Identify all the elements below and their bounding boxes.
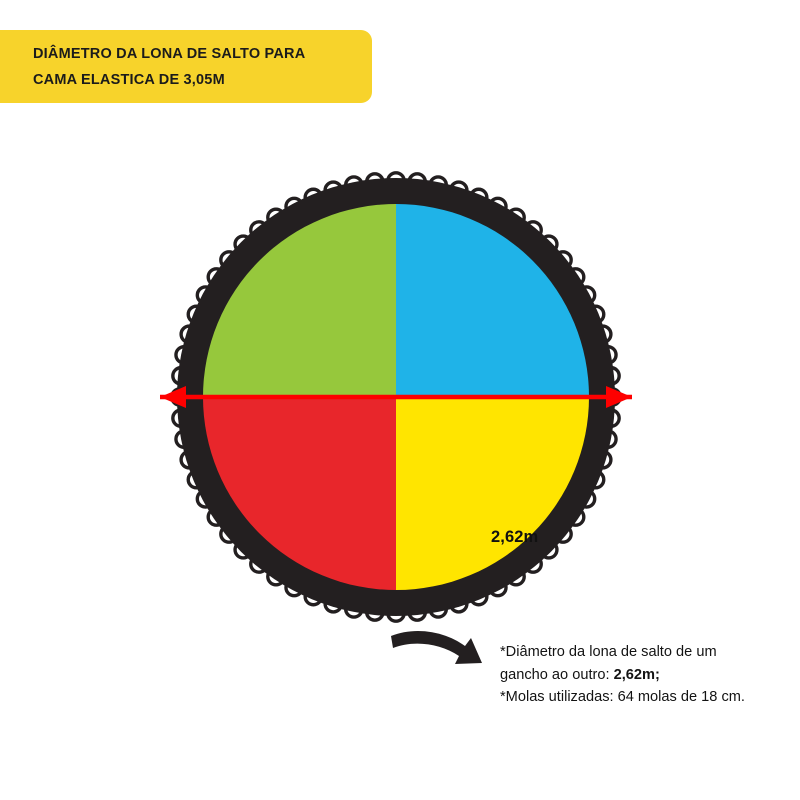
diameter-dimension-arrow xyxy=(160,386,632,408)
note-line-2-text: gancho ao outro: xyxy=(500,666,614,683)
header-banner: DIÂMETRO DA LONA DE SALTO PARA CAMA ELAS… xyxy=(0,30,372,103)
trampoline-illustration xyxy=(160,171,632,623)
dimension-arrowhead-right xyxy=(606,386,632,408)
jump-mat-quadrants xyxy=(203,204,589,590)
mat-quadrant-green xyxy=(203,204,396,397)
banner-title-line-1: DIÂMETRO DA LONA DE SALTO PARA xyxy=(33,46,306,62)
dimension-arrowhead-left xyxy=(160,386,186,408)
note-line-3: *Molas utilizadas: 64 molas de 18 cm. xyxy=(500,686,790,709)
note-line-2: gancho ao outro: 2,62m; xyxy=(500,664,790,687)
note-line-2-value: 2,62m; xyxy=(613,666,660,683)
mat-quadrant-red xyxy=(203,397,396,590)
diameter-measurement-label: 2,62m xyxy=(491,528,539,546)
curved-arrow-icon xyxy=(391,630,482,664)
mat-quadrant-yellow xyxy=(396,397,589,590)
trampoline-diagram: 2,62m xyxy=(150,160,650,640)
note-line-1: *Diâmetro da lona de salto de um xyxy=(500,641,790,664)
banner-title-line-2: CAMA ELASTICA DE 3,05M xyxy=(33,72,225,88)
notes-block: *Diâmetro da lona de salto de um gancho … xyxy=(500,641,790,709)
note-line-3-text: *Molas utilizadas: 64 molas de 18 cm. xyxy=(500,689,745,705)
mat-quadrant-blue xyxy=(396,204,589,397)
note-line-1-text: *Diâmetro da lona de salto de um xyxy=(500,644,717,660)
